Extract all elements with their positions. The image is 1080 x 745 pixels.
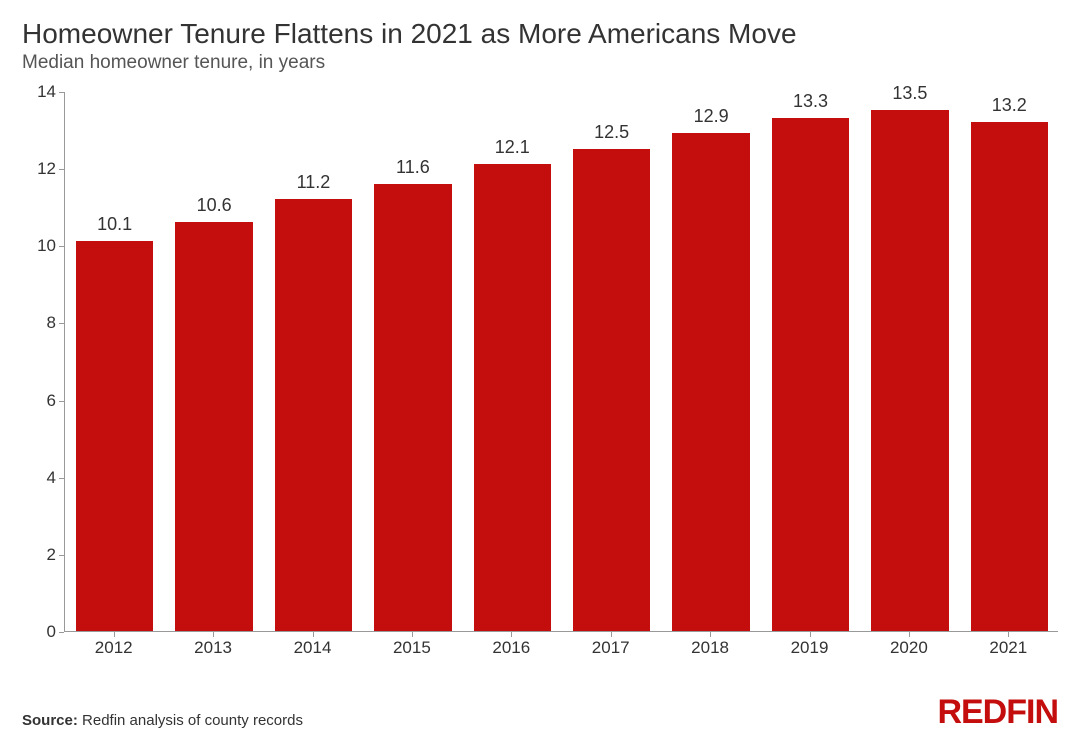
bar-value-label: 11.2	[275, 172, 353, 199]
bar-slot: 11.6	[374, 184, 452, 631]
bar-value-label: 10.6	[175, 195, 253, 222]
bar-slot: 10.6	[175, 222, 253, 631]
bar	[971, 122, 1049, 631]
x-tick-mark	[313, 632, 314, 637]
bar	[374, 184, 452, 631]
y-tick-label: 14	[37, 82, 56, 102]
source-prefix: Source:	[22, 712, 78, 729]
bar	[175, 222, 253, 631]
bar-value-label: 13.5	[871, 83, 949, 110]
source-attribution: Source: Redfin analysis of county record…	[22, 712, 303, 729]
bar	[474, 164, 552, 631]
bar	[573, 149, 651, 631]
y-tick-mark	[59, 478, 64, 479]
x-tick-label: 2013	[163, 638, 262, 658]
plot-area: 10.1 10.6 11.2 11.6 12.1 12.5 12.9 13.3 13.5 13.2	[64, 92, 1058, 632]
bar	[275, 199, 353, 631]
y-tick-label: 8	[47, 313, 56, 333]
x-tick-mark	[412, 632, 413, 637]
x-tick-mark	[710, 632, 711, 637]
x-tick-mark	[511, 632, 512, 637]
chart-title: Homeowner Tenure Flattens in 2021 as Mor…	[22, 18, 1058, 50]
source-text: Redfin analysis of county records	[82, 712, 303, 729]
redfin-logo: REDFIN	[937, 695, 1058, 729]
y-tick-mark	[59, 401, 64, 402]
y-tick-label: 12	[37, 159, 56, 179]
bar	[672, 133, 750, 631]
bar-value-label: 12.5	[573, 122, 651, 149]
x-tick-label: 2014	[263, 638, 362, 658]
bar-slot: 13.3	[772, 118, 850, 631]
x-tick-label: 2012	[64, 638, 163, 658]
bar-value-label: 12.1	[474, 137, 552, 164]
y-tick-mark	[59, 169, 64, 170]
chart-subtitle: Median homeowner tenure, in years	[22, 52, 1058, 74]
x-tick-label: 2021	[959, 638, 1058, 658]
x-tick-label: 2015	[362, 638, 461, 658]
bars-group: 10.1 10.6 11.2 11.6 12.1 12.5 12.9 13.3 13.5 13.2	[65, 92, 1058, 631]
chart-footer: Source: Redfin analysis of county record…	[22, 695, 1058, 729]
chart-container: 02468101214 10.110.611.211.612.112.512.9…	[22, 92, 1058, 652]
bar-value-label: 10.1	[76, 214, 154, 241]
bar-slot: 13.5	[871, 110, 949, 631]
bar-slot: 12.5	[573, 149, 651, 631]
y-tick-label: 0	[47, 622, 56, 642]
bar-slot: 11.2	[275, 199, 353, 631]
x-tick-label: 2020	[859, 638, 958, 658]
bar	[76, 241, 154, 631]
y-tick-label: 4	[47, 468, 56, 488]
bar-slot: 12.9	[672, 133, 750, 631]
x-tick-mark	[909, 632, 910, 637]
x-tick-label: 2017	[561, 638, 660, 658]
bar	[871, 110, 949, 631]
bar-value-label: 12.9	[672, 106, 750, 133]
bar-value-label: 11.6	[374, 157, 452, 184]
y-tick-mark	[59, 323, 64, 324]
y-tick-label: 2	[47, 545, 56, 565]
x-tick-mark	[1008, 632, 1009, 637]
x-tick-label: 2016	[462, 638, 561, 658]
y-tick-mark	[59, 632, 64, 633]
y-tick-mark	[59, 92, 64, 93]
bar-slot: 10.1	[76, 241, 154, 631]
x-tick-mark	[611, 632, 612, 637]
y-tick-label: 6	[47, 391, 56, 411]
bar-slot: 13.2	[971, 122, 1049, 631]
x-tick-label: 2018	[660, 638, 759, 658]
bar-value-label: 13.2	[971, 95, 1049, 122]
x-tick-mark	[213, 632, 214, 637]
y-tick-mark	[59, 246, 64, 247]
y-axis-ticks: 02468101214	[22, 92, 64, 632]
bar-value-label: 13.3	[772, 91, 850, 118]
x-tick-mark	[810, 632, 811, 637]
bar	[772, 118, 850, 631]
y-tick-label: 10	[37, 236, 56, 256]
bar-slot: 12.1	[474, 164, 552, 631]
y-tick-mark	[59, 555, 64, 556]
x-tick-label: 2019	[760, 638, 859, 658]
x-tick-mark	[114, 632, 115, 637]
